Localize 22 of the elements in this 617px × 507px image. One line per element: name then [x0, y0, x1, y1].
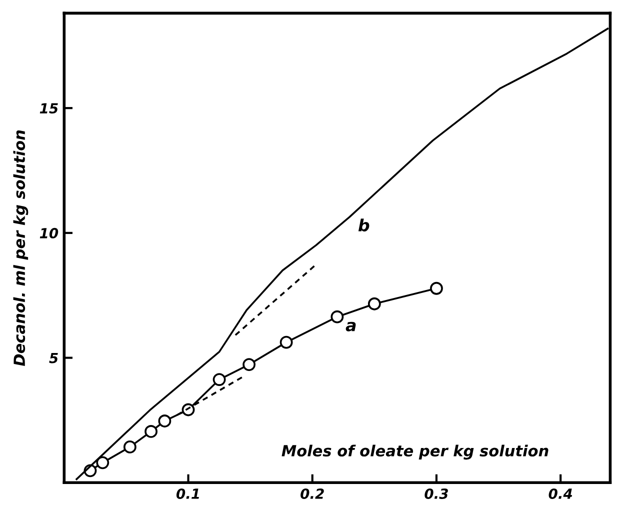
- y-axis-title: Decanol. ml per kg solution: [13, 130, 28, 366]
- x-tick-label: 0.2: [300, 488, 324, 499]
- point: [182, 403, 195, 416]
- point: [96, 456, 110, 470]
- x-tick-label: 0.4: [548, 488, 572, 499]
- series-label: a: [346, 322, 356, 332]
- x-axis-title: Moles of oleate per kg solution: [282, 444, 548, 460]
- point: [330, 310, 344, 324]
- point: [280, 336, 293, 349]
- x-tick-label: 0.1: [176, 488, 199, 499]
- point: [144, 425, 158, 438]
- series-label: b: [358, 218, 370, 232]
- point: [123, 440, 136, 454]
- point: [430, 282, 443, 295]
- point: [158, 414, 172, 428]
- x-tick-label: 0.3: [424, 488, 448, 499]
- y-tick-label: 5: [49, 352, 58, 364]
- y-tick-label: 15: [40, 103, 58, 114]
- point: [242, 358, 256, 372]
- y-tick-label: 10: [40, 228, 58, 238]
- point: [212, 373, 226, 386]
- point: [368, 297, 381, 310]
